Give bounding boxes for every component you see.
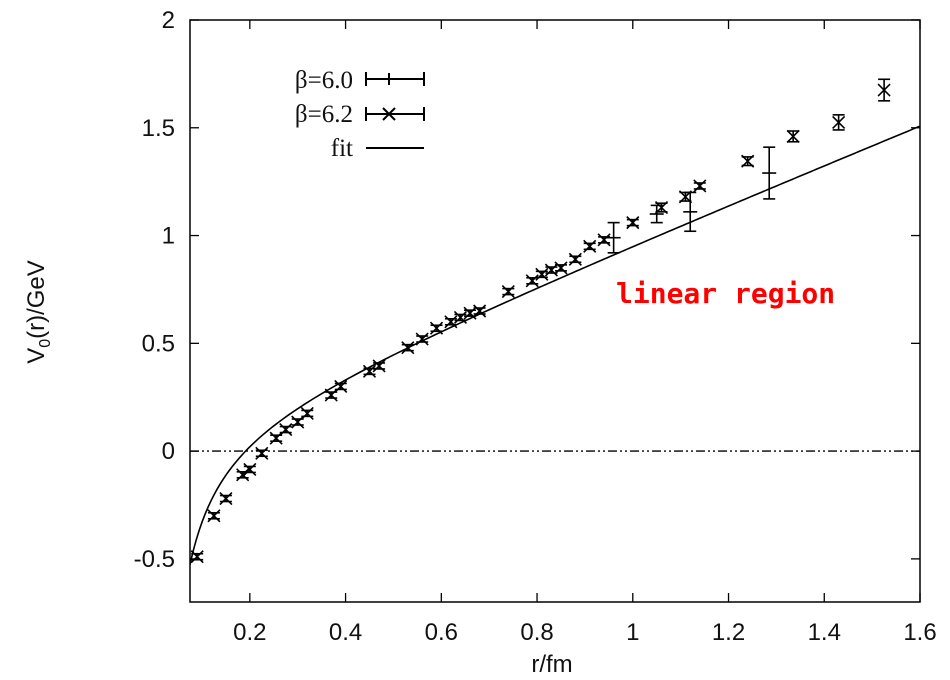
cross-marker xyxy=(654,200,669,215)
y-axis-label-main: V xyxy=(23,348,50,364)
beta62-point xyxy=(444,315,458,329)
fit-curve xyxy=(190,125,920,565)
x-tick-label: 0.6 xyxy=(425,619,458,646)
x-tick-labels: 0.2 0.4 0.6 0.8 1 1.2 1.4 1.6 xyxy=(233,619,937,646)
beta62-point xyxy=(236,468,250,482)
x-tick-label: 1.2 xyxy=(712,619,745,646)
cross-marker xyxy=(453,310,468,325)
cross-marker xyxy=(362,364,377,378)
beta62-point xyxy=(535,267,549,281)
beta60-point xyxy=(762,146,777,200)
beta62-point xyxy=(429,321,444,335)
cross-marker xyxy=(741,154,755,168)
legend-label-fit: fit xyxy=(331,135,353,162)
beta62-point xyxy=(654,200,669,215)
cross-marker xyxy=(243,462,257,476)
cross-marker xyxy=(463,306,477,320)
x-tick-label: 0.2 xyxy=(233,619,266,646)
beta62-point xyxy=(568,252,582,266)
cross-marker xyxy=(544,263,558,277)
beta62-point xyxy=(832,114,846,131)
x-tick-label: 0.4 xyxy=(329,619,362,646)
cross-marker xyxy=(786,129,800,143)
y-axis-label-rest: (r)/GeV xyxy=(23,260,50,339)
x-tick-label: 1 xyxy=(626,619,639,646)
cross-marker xyxy=(832,115,846,129)
beta62-point xyxy=(207,509,221,523)
y-tick-label: 0 xyxy=(162,438,175,465)
linear-region-annotation: linear region xyxy=(616,277,835,310)
beta62-point xyxy=(786,129,800,143)
cross-marker xyxy=(429,321,444,335)
cross-marker xyxy=(334,379,348,394)
x-tick-label: 0.8 xyxy=(520,619,553,646)
cross-marker xyxy=(236,468,250,482)
legend-label-beta60: β=6.0 xyxy=(295,67,353,94)
y-tick-label: 0.5 xyxy=(142,330,175,357)
cross-marker xyxy=(207,509,221,523)
legend: β=6.0 β=6.2 fit xyxy=(295,67,425,162)
y-tick-labels: -0.5 0 0.5 1 1.5 2 xyxy=(134,7,175,573)
beta62-point xyxy=(741,154,755,168)
cross-marker xyxy=(597,233,611,247)
cross-marker xyxy=(372,359,386,373)
y-tick-label: 2 xyxy=(162,7,175,34)
cross-marker xyxy=(401,341,415,355)
x-tick-label: 1.4 xyxy=(808,619,841,646)
x-axis-label: r/fm xyxy=(531,651,572,678)
beta62-point xyxy=(300,406,314,420)
cross-marker xyxy=(535,267,549,281)
cross-marker xyxy=(626,216,640,230)
cross-marker xyxy=(678,190,693,204)
beta62-point xyxy=(597,233,611,247)
beta62-point xyxy=(334,379,348,394)
beta62-point xyxy=(473,304,487,318)
beta62-point xyxy=(626,216,640,230)
beta62-point xyxy=(501,285,515,299)
beta62-point xyxy=(219,491,233,506)
beta62-point xyxy=(678,190,693,204)
y-tick-label: -0.5 xyxy=(134,546,175,573)
beta62-point xyxy=(372,359,386,373)
cross-marker xyxy=(279,422,293,437)
cross-marker xyxy=(473,304,487,318)
cross-marker xyxy=(877,83,891,97)
beta62-point xyxy=(415,332,429,346)
legend-sample-beta60 xyxy=(365,72,425,86)
data-points xyxy=(190,78,891,564)
beta62-point xyxy=(693,179,707,193)
cross-marker xyxy=(568,252,582,266)
beta62-point xyxy=(279,422,293,437)
x-tick-label: 1.6 xyxy=(903,619,936,646)
cross-marker xyxy=(255,446,269,460)
beta62-point xyxy=(255,446,269,460)
cross-marker xyxy=(444,315,458,329)
cross-marker xyxy=(554,261,568,275)
cross-marker xyxy=(300,406,314,420)
legend-label-beta62: β=6.2 xyxy=(295,101,353,128)
cross-marker xyxy=(190,550,204,564)
y-axis-label-subscript: 0 xyxy=(37,339,54,348)
cross-marker xyxy=(693,179,707,193)
legend-sample-beta62 xyxy=(365,107,425,121)
cross-marker xyxy=(415,332,429,346)
beta62-point xyxy=(453,310,468,325)
beta62-point xyxy=(583,239,597,253)
cross-marker xyxy=(583,239,597,253)
y-axis-label: V0(r)/GeV xyxy=(23,260,54,364)
cross-marker xyxy=(501,285,515,299)
beta62-point xyxy=(401,341,415,355)
y-tick-label: 1 xyxy=(162,223,175,250)
beta62-point xyxy=(554,261,568,275)
beta62-point xyxy=(877,78,891,102)
beta62-point xyxy=(243,462,257,476)
y-tick-label: 1.5 xyxy=(142,115,175,142)
cross-marker xyxy=(219,491,233,506)
plot-frame xyxy=(189,19,921,603)
beta60-point xyxy=(606,221,621,254)
beta62-point xyxy=(190,550,204,564)
